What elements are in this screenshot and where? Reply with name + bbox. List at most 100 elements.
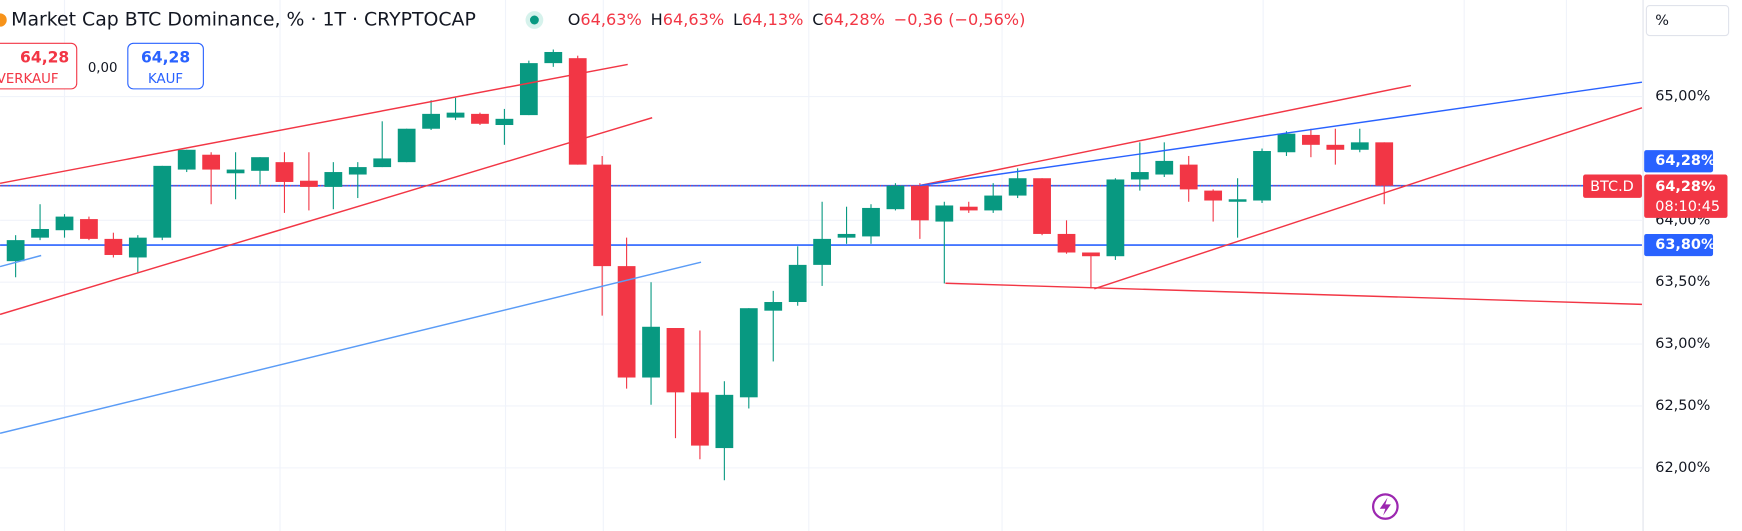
candle-body <box>1155 160 1174 175</box>
candle-body <box>6 240 25 262</box>
candle-body <box>910 185 929 221</box>
legend-value: 64,13% <box>742 9 803 28</box>
legend-key: L <box>733 9 742 28</box>
trade-panel: 64,28 VERKAUF 0,00 64,28 KAUF <box>0 42 204 90</box>
ohlc-legend: O64,63% H64,63% L64,13% C64,28% −0,36 (−0,56… <box>568 9 1026 28</box>
candle-body <box>959 206 978 211</box>
trend-line <box>0 117 653 316</box>
candle-body <box>31 228 49 238</box>
candle-body <box>226 169 245 174</box>
trend-line <box>945 282 1642 306</box>
candle-body <box>715 394 734 449</box>
y-tick-label: 63,00% <box>1655 336 1710 352</box>
candle-body <box>1204 190 1223 201</box>
candle-body <box>1106 179 1125 257</box>
legend-key: O <box>568 9 581 28</box>
candle-body <box>1326 144 1345 150</box>
candle-body <box>446 112 465 118</box>
y-tick-label: 65,00% <box>1655 89 1710 105</box>
candle-body <box>348 167 367 175</box>
candle-body <box>1277 133 1296 153</box>
candle-body <box>666 328 685 393</box>
candle-body <box>55 216 74 231</box>
price-line-tag <box>1644 233 1714 257</box>
candle-body <box>251 157 269 171</box>
candle-body <box>373 158 392 168</box>
candle-body <box>128 237 147 258</box>
candle-body <box>1008 178 1027 196</box>
candle-body <box>1057 233 1076 253</box>
buy-label: KAUF <box>148 72 183 87</box>
candle-body <box>422 113 440 129</box>
candle-body <box>1082 252 1100 257</box>
y-tick-label: 63,50% <box>1655 274 1710 290</box>
candle-body <box>813 238 832 265</box>
candle-body <box>788 264 807 303</box>
legend-change: −0,36 (−0,56%) <box>894 9 1026 28</box>
candle-body <box>1228 199 1247 202</box>
last-price-tag <box>1644 174 1728 218</box>
sell-price: 64,28 <box>20 48 69 66</box>
candle-body <box>886 185 905 210</box>
alert-icon[interactable] <box>1372 493 1399 520</box>
legend-value: 64,63% <box>580 9 641 28</box>
candle-body <box>764 302 783 311</box>
candle-body <box>1253 151 1271 201</box>
candle-body <box>642 326 660 378</box>
sell-button[interactable]: 64,28 VERKAUF <box>0 42 78 90</box>
price-line-label: 64,28% <box>1655 153 1715 169</box>
price-axis <box>1643 0 1742 531</box>
chart-title: Market Cap BTC Dominance, % · 1T · CRYPT… <box>11 8 476 30</box>
trend-line <box>919 81 1643 187</box>
candle-body <box>1130 172 1149 180</box>
status-dot <box>529 15 539 25</box>
symbol-label: BTC.D <box>1590 179 1634 195</box>
candle-body <box>568 58 587 165</box>
candle-body <box>153 165 172 238</box>
candle-body <box>617 266 636 378</box>
candle-body <box>593 164 612 267</box>
legend-key: H <box>651 9 663 28</box>
candle-body <box>691 392 709 446</box>
candle-body <box>1033 178 1051 234</box>
candle-body <box>1375 142 1394 186</box>
legend-value: 64,28% <box>824 9 885 28</box>
price-line-label: 63,80% <box>1655 237 1715 253</box>
y-tick-label: 62,50% <box>1655 398 1710 414</box>
candle-body <box>177 149 196 170</box>
trend-lines <box>0 63 1643 434</box>
candle-body <box>739 308 758 398</box>
trend-line <box>0 261 702 434</box>
candle-body <box>837 233 856 238</box>
candle-body <box>80 219 98 239</box>
unit-label: % <box>1655 13 1669 29</box>
candle-body <box>397 128 416 163</box>
candle-body <box>984 195 1003 211</box>
sell-label: VERKAUF <box>0 72 59 87</box>
symbol-tag <box>1583 174 1642 198</box>
trend-line <box>0 63 628 185</box>
candle-body <box>1179 164 1198 190</box>
symbol-icon <box>0 13 7 27</box>
candle-body <box>495 118 514 126</box>
legend-key: C <box>812 9 823 28</box>
candle-body <box>202 154 221 170</box>
y-tick-label: 62,00% <box>1655 460 1710 476</box>
countdown: 08:10:45 <box>1655 199 1720 215</box>
unit-button[interactable]: % <box>1645 4 1730 37</box>
candle-body <box>935 205 954 222</box>
vertical-grid <box>63 0 1567 531</box>
candle-body <box>862 207 880 237</box>
candle-body <box>1350 142 1369 150</box>
trend-line <box>0 254 42 268</box>
candle-body <box>275 162 294 182</box>
trend-line <box>919 84 1412 187</box>
buy-button[interactable]: 64,28 KAUF <box>127 42 204 90</box>
header: Market Cap BTC Dominance, % · 1T · CRYPT… <box>0 8 1025 30</box>
candle-body <box>104 238 123 255</box>
trend-line <box>1094 107 1643 290</box>
candle-body <box>324 172 343 187</box>
candle-body <box>471 113 489 124</box>
